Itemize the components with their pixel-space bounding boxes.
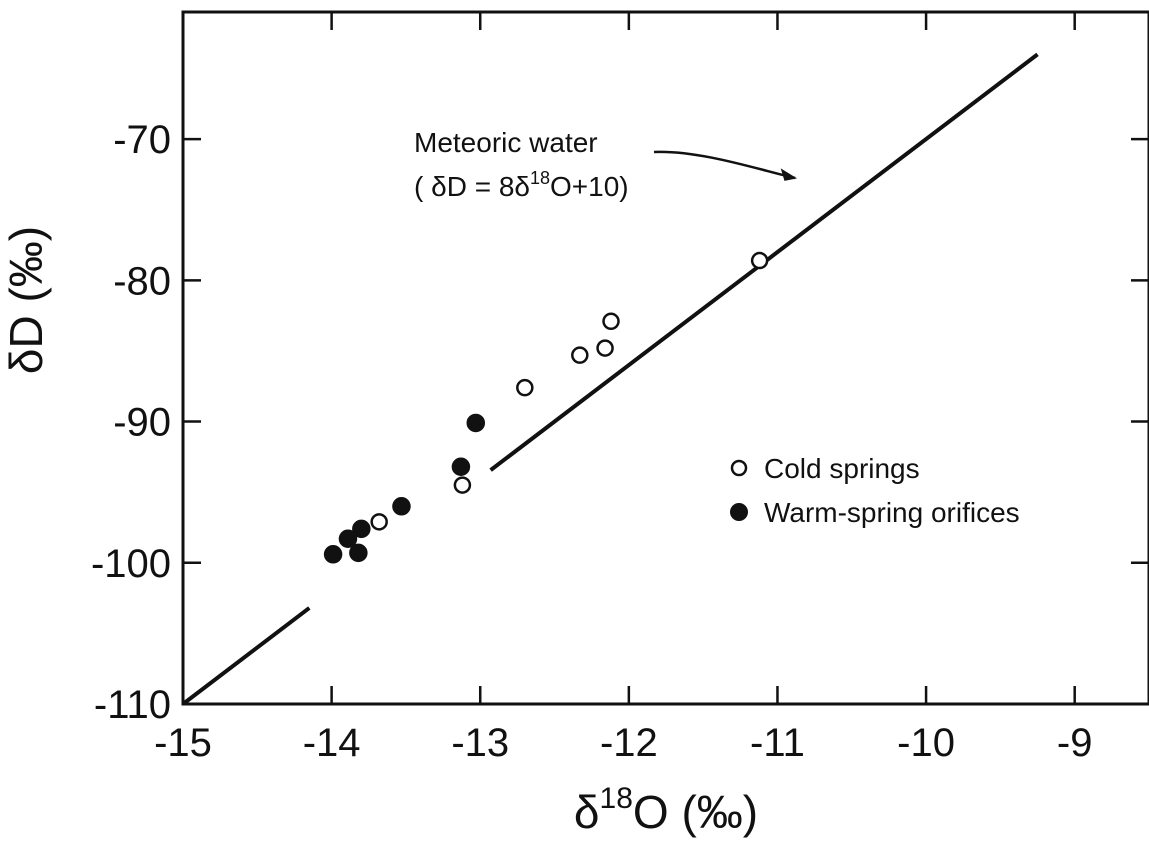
x-tick-label: -12 <box>600 721 658 765</box>
x-tick-label: -15 <box>154 721 212 765</box>
cold-spring-point <box>516 378 534 397</box>
x-axis-label-rest: O (‰) <box>633 786 758 838</box>
y-axis-label: δD (‰) <box>0 226 52 374</box>
warm-spring-point <box>451 457 471 476</box>
meteoric-water-line <box>181 52 1039 706</box>
y-axis-ticks: -110 -100 -90 -80 -70 <box>91 118 1149 727</box>
x-tick-label: -9 <box>1057 721 1093 765</box>
cold-spring-point <box>602 312 620 331</box>
legend-marker-warm-spring-orifices <box>730 503 748 521</box>
meteoric-water-line-segment <box>181 606 311 706</box>
y-tick-label: -110 <box>94 683 171 727</box>
warm-spring-point <box>392 497 411 516</box>
annotation-title: Meteoric water <box>414 127 598 158</box>
cold-spring-point <box>750 251 769 270</box>
legend-label-warm-spring-orifices: Warm-spring orifices <box>764 497 1020 528</box>
x-axis-label-sup: 18 <box>600 782 633 815</box>
x-axis-label: δ18O (‰) <box>574 782 758 838</box>
cold-spring-point <box>596 339 614 357</box>
warm-spring-point <box>323 545 343 564</box>
x-tick-label: -13 <box>451 721 509 765</box>
annotation-equation: ( δD = 8δ18O+10) <box>414 168 629 202</box>
legend: Cold springs Warm-spring orifices <box>730 453 1020 528</box>
equation-pre: ( δD = 8δ <box>414 171 530 202</box>
cold-spring-point <box>571 346 589 364</box>
y-tick-label: -100 <box>91 542 171 586</box>
x-axis-ticks: -15 -14 -13 -12 -11 -10 -9 <box>154 12 1092 765</box>
warm-spring-point <box>466 413 486 433</box>
x-tick-label: -11 <box>750 721 805 765</box>
annotation-arrow <box>653 150 796 180</box>
legend-marker-cold-springs <box>730 459 748 477</box>
x-tick-label: -14 <box>303 721 361 765</box>
equation-sup: 18 <box>530 168 550 188</box>
y-tick-label: -80 <box>113 259 171 303</box>
cold-spring-point <box>453 476 472 494</box>
plot-frame <box>181 10 1149 706</box>
x-axis-label-main: δ <box>574 786 600 838</box>
y-tick-label: -70 <box>113 118 171 162</box>
warm-spring-point <box>352 519 371 539</box>
warm-spring-point <box>349 543 368 563</box>
cold-spring-point <box>370 513 388 531</box>
y-tick-label: -90 <box>113 401 171 445</box>
data-points <box>323 251 769 564</box>
legend-label-cold-springs: Cold springs <box>764 453 920 484</box>
warm-spring-point <box>338 529 358 549</box>
x-tick-label: -10 <box>897 721 955 765</box>
annotation-arrowhead <box>780 168 798 181</box>
equation-post: O+10) <box>550 171 629 202</box>
